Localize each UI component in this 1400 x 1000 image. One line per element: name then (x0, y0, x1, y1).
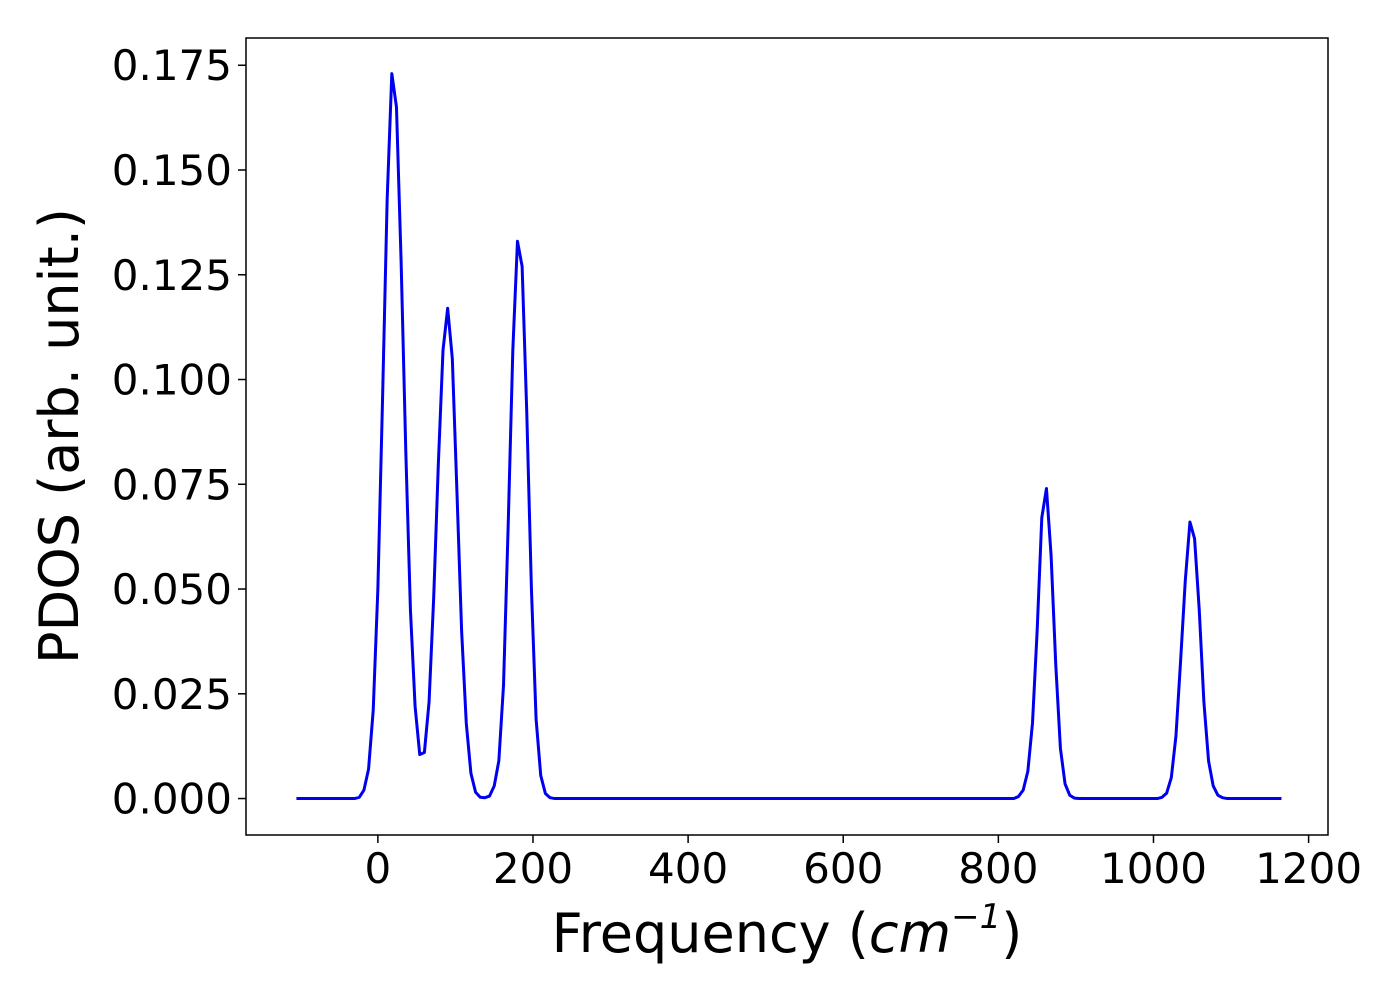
y-tick-label: 0.125 (112, 251, 232, 300)
x-tick-label: 0 (364, 844, 391, 893)
x-tick-label: 400 (648, 844, 728, 893)
y-tick-label: 0.000 (112, 775, 232, 824)
plot-area-frame (245, 37, 1329, 836)
x-tick-label: 1000 (1100, 844, 1207, 893)
y-axis-label: PDOS (arb. unit.) (28, 208, 91, 664)
x-tick-label: 200 (493, 844, 573, 893)
series-line (296, 72, 1282, 801)
y-tick-label: 0.150 (112, 146, 232, 195)
x-tick-label: 800 (958, 844, 1038, 893)
y-tick-label: 0.175 (112, 41, 232, 90)
y-axis: 0.000 0.025 0.050 0.075 0.100 0.125 0.150 0.175 (112, 41, 246, 824)
x-tick-label: 1200 (1255, 844, 1362, 893)
x-tick-label: 600 (803, 844, 883, 893)
x-axis: 0 200 400 600 800 1000 1200 (364, 835, 1362, 893)
y-tick-label: 0.050 (112, 565, 232, 614)
y-tick-label: 0.100 (112, 356, 232, 405)
y-tick-label: 0.075 (112, 460, 232, 509)
y-tick-label: 0.025 (112, 670, 232, 719)
x-axis-label: Frequency (cm−1) (552, 897, 1023, 965)
